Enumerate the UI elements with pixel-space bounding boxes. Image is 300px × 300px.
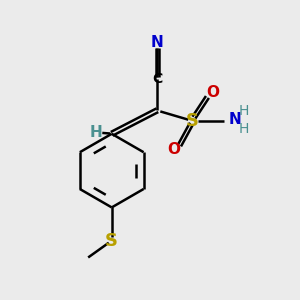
Text: N: N — [229, 112, 242, 128]
Text: H: H — [238, 122, 248, 136]
Text: H: H — [89, 125, 102, 140]
Text: O: O — [206, 85, 219, 100]
Text: O: O — [167, 142, 180, 158]
Text: C: C — [152, 72, 163, 86]
Text: N: N — [151, 35, 164, 50]
Text: H: H — [238, 104, 248, 118]
Text: S: S — [105, 232, 118, 250]
Text: S: S — [186, 112, 199, 130]
